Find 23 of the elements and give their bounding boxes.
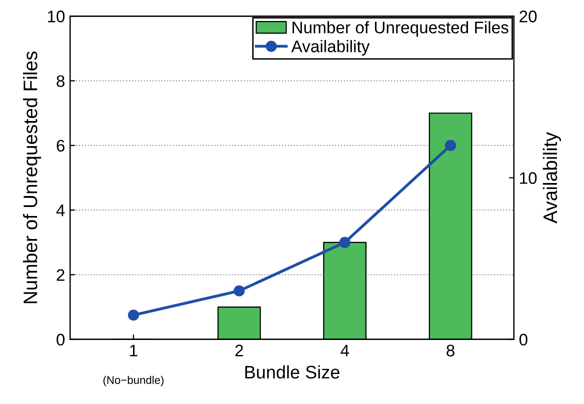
y-tick-label: 2 (56, 269, 64, 281)
point (128, 310, 140, 321)
point (339, 236, 350, 248)
x-tick-label: 4 (340, 344, 349, 356)
y-tick-label: 0 (56, 334, 65, 346)
x-axis-title: Bundle Size (245, 365, 340, 379)
text: (No−bundle) (103, 376, 164, 386)
x-tick-label: 8 (446, 344, 454, 356)
x-tick-label: 2 (235, 344, 243, 356)
legend-label: Number of Unrequested Files (292, 21, 508, 37)
y-axis-title: Number of Unrequested Files (23, 51, 42, 304)
y-tick-label: 4 (56, 204, 65, 216)
y2-tick-label: 20 (520, 10, 537, 22)
y-tick-label: 8 (56, 75, 64, 88)
y2-tick-label: 10 (520, 172, 537, 184)
x-tick-label: 1 (130, 344, 138, 356)
y-tick-label: 6 (56, 140, 64, 152)
point (234, 285, 245, 296)
y-tick-label: 10 (48, 10, 65, 22)
point (444, 140, 456, 151)
y2-axis-title: Availability (542, 132, 561, 224)
y2-tick-label: 0 (519, 334, 528, 346)
legend-label: Availability (291, 40, 370, 56)
